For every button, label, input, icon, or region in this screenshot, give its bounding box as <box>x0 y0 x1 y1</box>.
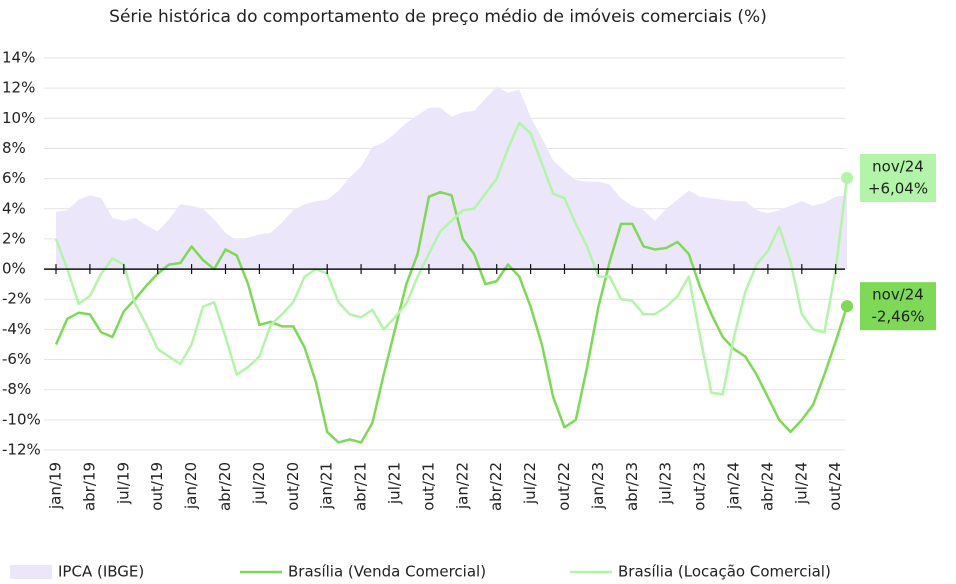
end-marker <box>841 300 853 313</box>
legend-label: IPCA (IBGE) <box>58 563 144 581</box>
x-tick-label: jul/19 <box>114 462 132 505</box>
x-tick-label: jan/19 <box>47 462 65 510</box>
legend-label: Brasília (Locação Comercial) <box>618 563 831 581</box>
x-tick-label: abr/19 <box>80 462 98 511</box>
x-tick-label: jul/23 <box>657 462 675 505</box>
y-tick-label: -6% <box>2 350 31 368</box>
x-tick-label: jul/24 <box>792 462 810 505</box>
value-label: -2,46% <box>871 308 924 326</box>
y-tick-label: 0% <box>2 260 26 278</box>
y-tick-label: 14% <box>2 49 35 67</box>
x-tick-label: out/21 <box>419 462 437 511</box>
x-tick-label: abr/22 <box>487 462 505 511</box>
line <box>54 190 849 444</box>
plot <box>54 86 853 444</box>
x-tick-label: abr/23 <box>623 462 641 511</box>
x-tick-label: out/20 <box>284 462 302 511</box>
legend-label: Brasília (Venda Comercial) <box>288 563 486 581</box>
y-tick-label: 8% <box>2 139 26 157</box>
x-tick-label: abr/21 <box>352 462 370 511</box>
y-tick-label: -12% <box>2 441 41 459</box>
y-tick-label: 4% <box>2 199 26 217</box>
x-tick-label: jan/24 <box>725 462 743 510</box>
grid <box>44 57 845 451</box>
label-box <box>860 154 936 203</box>
x-tick-label: jan/22 <box>453 462 471 510</box>
area <box>56 86 847 270</box>
y-tick-label: -2% <box>2 290 31 308</box>
legend-swatch <box>10 565 52 579</box>
x-tick-label: jan/20 <box>182 462 200 510</box>
y-tick-label: -4% <box>2 320 31 338</box>
x-tick-label: out/19 <box>148 462 166 511</box>
x-tick-label: jul/22 <box>521 462 539 505</box>
chart-title: Série histórica do comportamento de preç… <box>109 7 767 27</box>
label-box <box>860 282 936 331</box>
y-tick-label: 12% <box>2 79 35 97</box>
x-tick-label: out/23 <box>691 462 709 511</box>
y-tick-label: 2% <box>2 229 26 247</box>
x-tick-label: out/24 <box>826 462 844 511</box>
x-tick-label: abr/24 <box>758 462 776 511</box>
y-tick-label: 6% <box>2 169 26 187</box>
y-tick-label: -10% <box>2 410 41 428</box>
x-tick-label: jan/23 <box>589 462 607 510</box>
value-label: nov/24 <box>872 158 924 176</box>
end-marker <box>841 172 853 185</box>
line <box>54 121 849 396</box>
y-tick-label: 10% <box>2 109 35 127</box>
x-tick-label: jan/21 <box>318 462 336 510</box>
x-tick-label: abr/20 <box>216 462 234 511</box>
value-label: +6,04% <box>868 180 928 198</box>
x-tick-label: jul/21 <box>386 462 404 505</box>
x-tick-label: out/22 <box>555 462 573 511</box>
y-tick-label: -8% <box>2 380 31 398</box>
value-label: nov/24 <box>872 286 924 304</box>
x-tick-label: jul/20 <box>250 462 268 505</box>
